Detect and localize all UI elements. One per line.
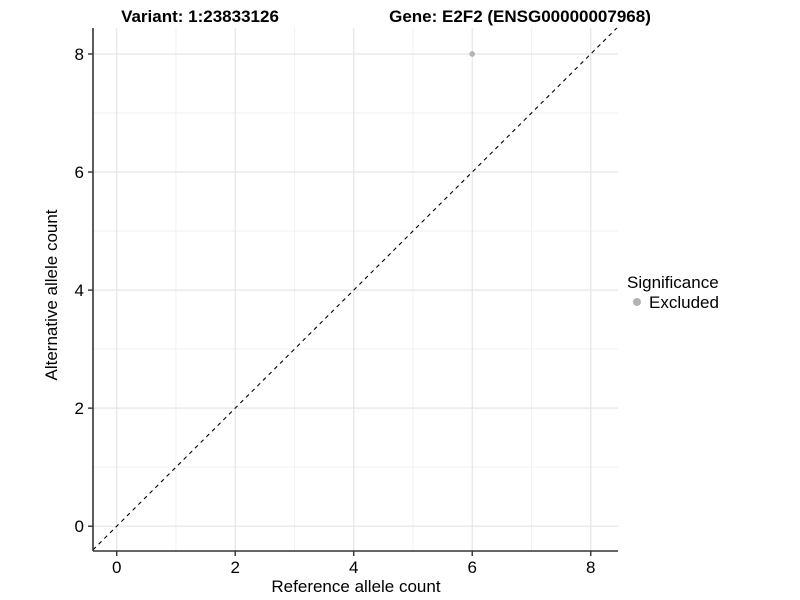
- x-axis-label: Reference allele count: [271, 577, 440, 596]
- y-tick-label: 2: [75, 399, 84, 418]
- grid-layer: [93, 28, 618, 551]
- legend-item-marker: [633, 298, 641, 306]
- y-tick-label: 4: [75, 281, 84, 300]
- y-axis-label: Alternative allele count: [42, 209, 61, 380]
- x-tick-label: 2: [230, 558, 239, 577]
- data-point: [469, 51, 476, 57]
- legend-items: Excluded: [633, 293, 719, 312]
- plot-title-variant: Variant: 1:23833126: [121, 7, 279, 26]
- identity-dashed-line: [92, 27, 618, 551]
- x-tick-label: 8: [586, 558, 595, 577]
- data-point-layer: [469, 51, 476, 57]
- reference-line-layer: [92, 27, 618, 551]
- plot-title-gene: Gene: E2F2 (ENSG00000007968): [389, 7, 651, 26]
- axis-layer: 0 2 4 6 8 0 2 4 6 8: [75, 28, 618, 577]
- x-tick-label: 6: [467, 558, 476, 577]
- legend-title: Significance: [627, 273, 719, 292]
- y-tick-label: 0: [75, 517, 84, 536]
- x-tick-label: 0: [112, 558, 121, 577]
- x-tick-label: 4: [349, 558, 358, 577]
- y-tick-label: 6: [75, 163, 84, 182]
- y-tick-label: 8: [75, 45, 84, 64]
- legend-item-label: Excluded: [649, 293, 719, 312]
